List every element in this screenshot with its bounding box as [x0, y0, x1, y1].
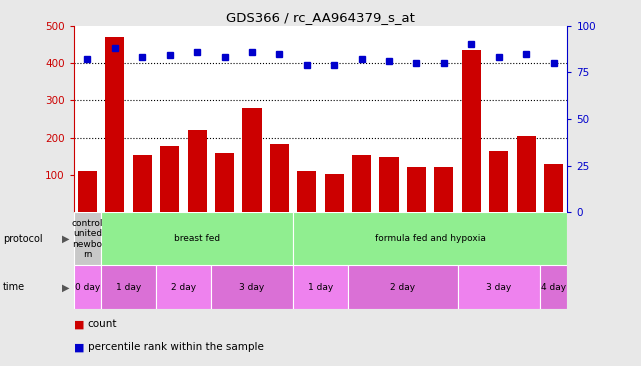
Bar	[211, 265, 293, 309]
Bar	[133, 155, 152, 212]
Bar	[540, 265, 567, 309]
Text: control
united
newbo
rn: control united newbo rn	[72, 219, 103, 259]
Text: 1 day: 1 day	[308, 283, 333, 292]
Bar	[435, 167, 453, 212]
Text: time: time	[3, 282, 26, 292]
Bar	[101, 265, 156, 309]
Text: ▶: ▶	[62, 282, 70, 292]
Bar	[458, 265, 540, 309]
Bar	[160, 146, 179, 212]
Title: GDS366 / rc_AA964379_s_at: GDS366 / rc_AA964379_s_at	[226, 11, 415, 25]
Text: ▶: ▶	[62, 234, 70, 244]
Bar	[242, 108, 262, 212]
Bar	[297, 171, 317, 212]
Text: ■: ■	[74, 342, 84, 352]
Bar	[78, 171, 97, 212]
Text: 3 day: 3 day	[239, 283, 265, 292]
Text: percentile rank within the sample: percentile rank within the sample	[88, 342, 263, 352]
Bar	[215, 153, 234, 212]
Bar	[544, 164, 563, 212]
Text: formula fed and hypoxia: formula fed and hypoxia	[375, 234, 486, 243]
Bar	[270, 144, 289, 212]
Text: ■: ■	[74, 320, 84, 329]
Text: 2 day: 2 day	[390, 283, 415, 292]
Text: 0 day: 0 day	[75, 283, 100, 292]
Bar	[188, 130, 206, 212]
Text: 4 day: 4 day	[541, 283, 566, 292]
Bar	[293, 212, 567, 265]
Text: count: count	[88, 320, 117, 329]
Bar	[156, 265, 211, 309]
Bar	[462, 50, 481, 212]
Text: 1 day: 1 day	[116, 283, 141, 292]
Text: 2 day: 2 day	[171, 283, 196, 292]
Bar	[352, 155, 371, 212]
Bar	[407, 168, 426, 212]
Bar	[379, 157, 399, 212]
Text: 3 day: 3 day	[486, 283, 512, 292]
Bar	[324, 174, 344, 212]
Bar	[293, 265, 348, 309]
Bar	[101, 212, 293, 265]
Bar	[74, 212, 101, 265]
Text: protocol: protocol	[3, 234, 43, 244]
Bar	[105, 37, 124, 212]
Bar	[74, 265, 101, 309]
Bar	[348, 265, 458, 309]
Bar	[489, 151, 508, 212]
Text: breast fed: breast fed	[174, 234, 220, 243]
Bar	[517, 137, 536, 212]
